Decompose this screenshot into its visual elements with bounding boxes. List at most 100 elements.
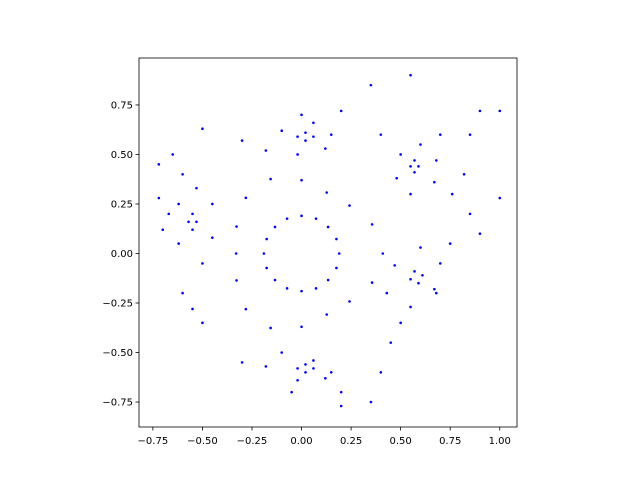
point	[348, 300, 351, 303]
point	[244, 307, 248, 311]
point	[234, 252, 238, 255]
point	[211, 236, 214, 239]
x-tick-label: 0.75	[439, 436, 461, 447]
point	[300, 325, 303, 329]
y-tick-label: 0.25	[111, 199, 133, 210]
point	[478, 109, 482, 113]
point	[269, 326, 272, 330]
point	[498, 109, 502, 113]
point	[335, 266, 338, 270]
point	[399, 321, 402, 325]
point	[329, 371, 333, 374]
point	[181, 172, 184, 176]
point	[337, 252, 341, 255]
point	[433, 287, 436, 291]
point	[304, 363, 307, 366]
point	[157, 196, 161, 200]
x-tick-label: 0.25	[340, 436, 362, 447]
point	[379, 133, 383, 136]
point	[370, 223, 374, 226]
point	[191, 212, 194, 216]
point	[264, 149, 268, 152]
point	[324, 147, 327, 150]
point	[433, 180, 436, 184]
y-tick-label: −0.50	[102, 348, 133, 359]
point	[324, 376, 327, 380]
point	[435, 159, 438, 162]
x-tick-label: −0.25	[237, 436, 268, 447]
point	[409, 192, 412, 196]
point	[191, 228, 194, 232]
point	[195, 220, 198, 224]
point	[379, 371, 383, 374]
point	[296, 153, 299, 156]
point	[369, 400, 373, 404]
point	[498, 196, 502, 200]
point	[413, 170, 416, 174]
y-tick-label: 0.75	[111, 100, 133, 111]
point	[389, 341, 393, 344]
point	[296, 367, 299, 370]
axes-frame	[138, 57, 518, 428]
point	[314, 287, 318, 290]
point	[265, 266, 268, 270]
point	[201, 127, 204, 131]
point	[300, 178, 303, 182]
point	[312, 367, 315, 370]
point	[181, 291, 184, 295]
point	[417, 165, 420, 168]
point	[300, 214, 303, 218]
x-tick-label: 0.50	[390, 436, 412, 447]
point	[381, 252, 385, 255]
y-tick-label: −0.75	[102, 398, 133, 409]
y-tick-label: 0.50	[111, 150, 133, 161]
point	[450, 192, 454, 196]
point	[462, 172, 466, 176]
point	[348, 204, 351, 207]
point	[370, 281, 374, 284]
point	[211, 202, 214, 206]
point	[273, 225, 277, 229]
point	[171, 153, 174, 156]
point	[399, 153, 402, 156]
point	[325, 191, 329, 194]
point	[385, 291, 389, 295]
point	[262, 252, 266, 255]
point	[235, 225, 238, 228]
point	[413, 159, 416, 162]
point	[290, 390, 293, 394]
point	[312, 359, 315, 362]
point	[326, 278, 330, 282]
x-tick-label: 0.00	[290, 436, 312, 447]
point	[312, 135, 315, 138]
y-tick-label: −0.25	[102, 299, 133, 310]
point	[296, 135, 299, 138]
point	[273, 278, 277, 282]
point	[339, 390, 343, 394]
point	[329, 133, 333, 136]
point	[167, 212, 171, 216]
point	[438, 133, 442, 136]
point	[264, 365, 268, 368]
point	[240, 139, 244, 142]
point	[195, 186, 198, 190]
point	[325, 313, 329, 316]
point	[177, 242, 180, 245]
x-tick-label: 1.00	[489, 436, 511, 447]
point	[285, 287, 289, 290]
x-tick-label: −0.50	[187, 436, 218, 447]
point	[435, 291, 438, 295]
point	[240, 361, 244, 364]
point	[304, 131, 307, 134]
point	[438, 262, 442, 265]
point	[161, 228, 165, 232]
point	[312, 121, 315, 125]
point	[177, 202, 180, 206]
point	[421, 273, 424, 277]
point	[393, 264, 397, 267]
point	[369, 83, 373, 87]
point	[304, 139, 307, 142]
